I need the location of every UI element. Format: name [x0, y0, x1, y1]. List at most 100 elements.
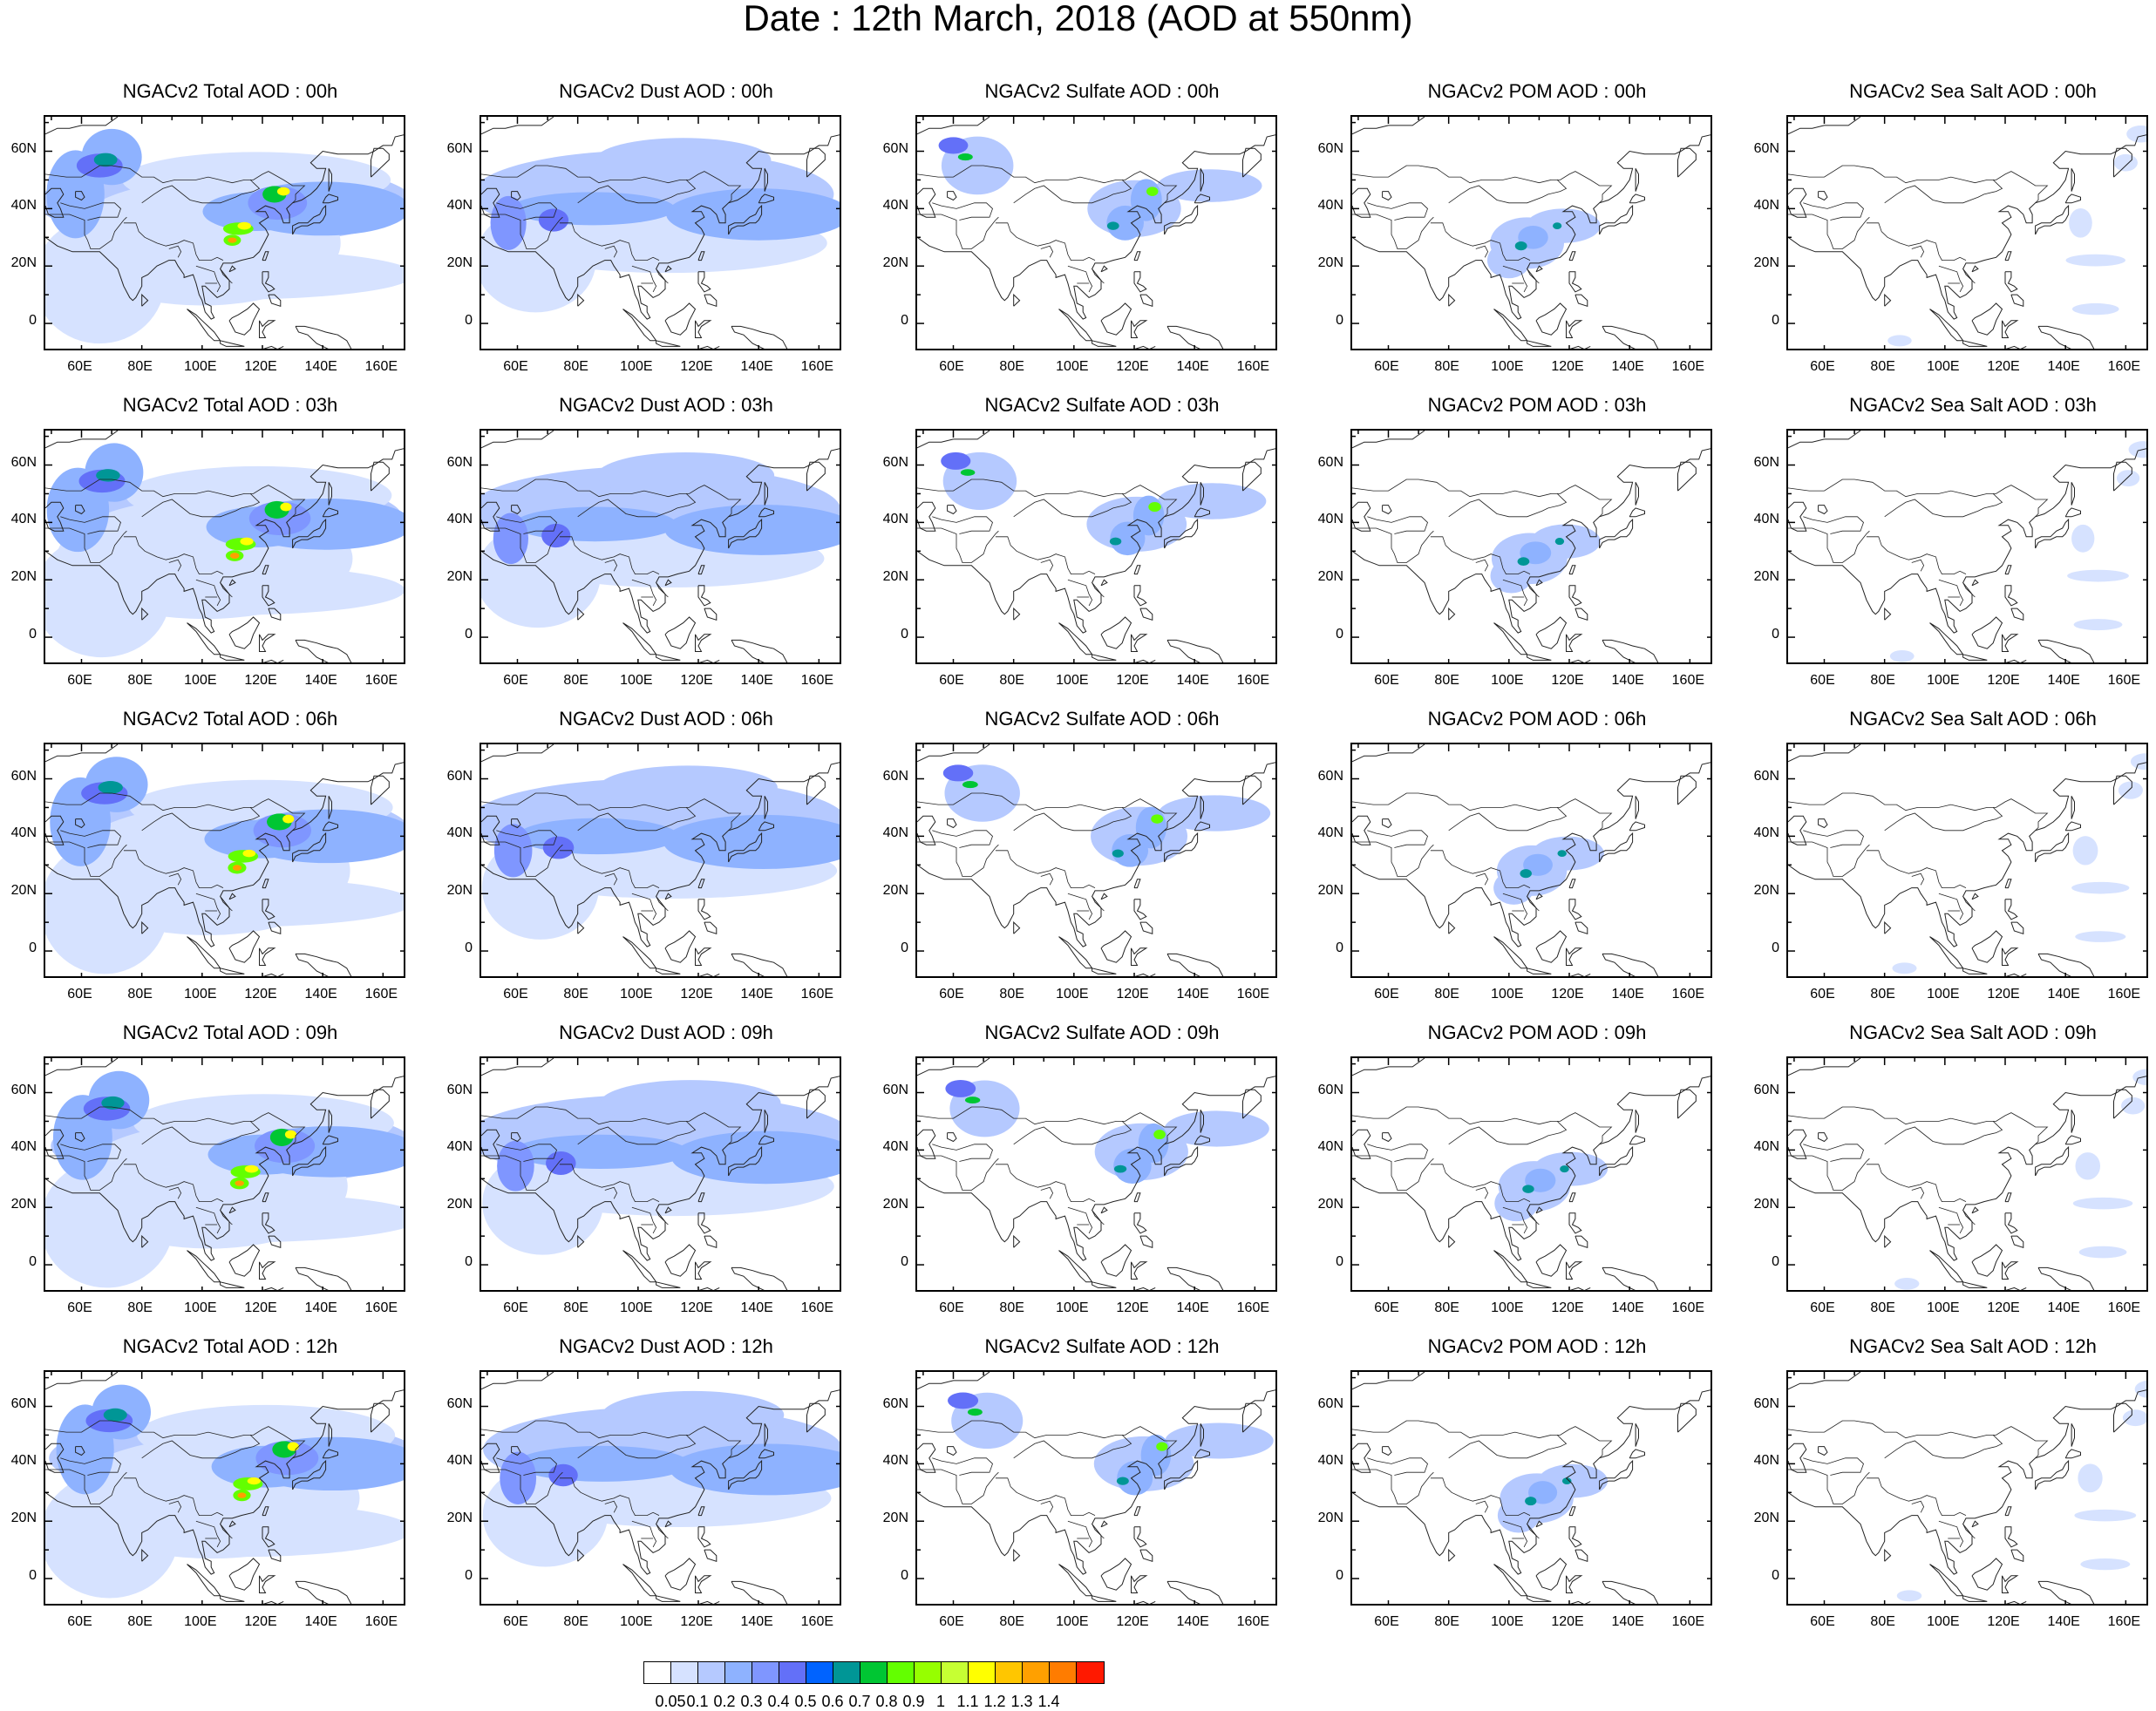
coastline: [656, 1281, 681, 1288]
aod-plume: [595, 138, 772, 182]
map-field: [1352, 1372, 1711, 1604]
coastline: [1602, 325, 1659, 349]
coastline: [1574, 1549, 1588, 1562]
aod-plume: [1158, 483, 1267, 519]
lon-tick-label: 60E: [503, 987, 528, 1001]
coastline: [1493, 1564, 1528, 1597]
coastline: [1566, 1261, 1583, 1280]
coastline: [481, 501, 500, 532]
coastline: [228, 265, 236, 273]
coastline: [1352, 744, 1425, 763]
panel-title: NGACv2 Total AOD : 06h: [122, 708, 338, 730]
coastline: [481, 1372, 554, 1390]
coastline: [1929, 1250, 1964, 1283]
lat-tick-label: 40N: [882, 1139, 908, 1155]
coastline: [1139, 1549, 1153, 1562]
lat-tick-label: 60N: [1753, 454, 1779, 470]
panel-title: NGACv2 Sea Salt AOD : 09h: [1849, 1022, 2097, 1043]
coastline: [1866, 1164, 1967, 1202]
lat-tick-label: 60N: [882, 768, 908, 784]
coastline: [1574, 608, 1588, 621]
coastline: [698, 659, 720, 662]
coastline: [1629, 1135, 1645, 1145]
lon-tick-label: 160E: [1236, 987, 1270, 1001]
coastline: [1367, 202, 1428, 221]
coastline: [2071, 1423, 2075, 1447]
lat-tick-label: 40N: [882, 1453, 908, 1469]
coastline: [45, 841, 127, 877]
aod-plume: [1553, 222, 1562, 229]
aod-plume: [512, 1134, 689, 1169]
coastline: [481, 187, 500, 218]
aod-plume: [229, 553, 240, 559]
lat-tick-label: 40N: [882, 825, 908, 841]
coastline: [1430, 536, 1531, 574]
coastline: [656, 896, 669, 912]
aod-map-seasalt: [1786, 743, 2148, 978]
lat-tick-label: 20N: [10, 1511, 37, 1526]
coastline: [995, 1477, 1096, 1516]
coastline: [695, 634, 712, 652]
panel-title: NGACv2 POM AOD : 12h: [1427, 1335, 1647, 1357]
coastline: [1100, 1244, 1132, 1277]
lat-tick-label: 60N: [1317, 768, 1343, 784]
lon-tick-label: 100E: [620, 673, 653, 688]
aod-plume: [98, 781, 123, 794]
coastline: [697, 1212, 711, 1234]
coastline: [2004, 1526, 2018, 1548]
coastline: [481, 1469, 563, 1504]
coastline: [1200, 482, 1204, 506]
panel-title: NGACv2 Sulfate AOD : 00h: [984, 80, 1220, 102]
coastline: [728, 204, 763, 235]
coastline: [187, 1250, 221, 1283]
coastline: [45, 187, 65, 218]
coastline: [1200, 168, 1204, 192]
coastline: [2037, 953, 2095, 976]
coastline: [806, 461, 826, 492]
coastline: [1568, 585, 1582, 607]
lon-tick-label: 80E: [1434, 987, 1459, 1001]
coastline: [631, 893, 657, 920]
coastline: [481, 448, 840, 634]
coastline: [1430, 1164, 1531, 1202]
lon-tick-label: 80E: [127, 1300, 153, 1315]
coastline: [1527, 1210, 1540, 1226]
coastline: [262, 251, 269, 261]
aod-map-sulfate: [915, 743, 1277, 978]
coastline: [1352, 841, 1434, 877]
coastline: [195, 893, 221, 920]
coastline: [1352, 448, 1711, 634]
coastline: [697, 585, 711, 607]
coastline: [45, 1389, 404, 1575]
coastline: [1131, 947, 1148, 966]
aod-plume: [1889, 649, 1915, 662]
coastline: [1352, 1076, 1711, 1261]
lat-tick-label: 0: [1772, 313, 1779, 329]
lon-tick-label: 100E: [1927, 359, 1960, 374]
aod-plume: [1132, 495, 1165, 536]
coastline: [2064, 1135, 2081, 1145]
coastline: [2037, 639, 2095, 662]
coastline: [195, 1520, 221, 1548]
aod-plume: [93, 153, 118, 167]
coastline: [481, 792, 742, 832]
colorbar-swatch: [1049, 1661, 1078, 1684]
coastline: [1527, 968, 1552, 974]
coastline: [1242, 147, 1262, 178]
coastline: [1040, 1186, 1054, 1199]
lat-tick-label: 40N: [882, 512, 908, 527]
coastline: [2035, 518, 2070, 549]
coastline: [1788, 527, 1870, 563]
colorbar-swatch: [752, 1661, 780, 1684]
coastline: [1134, 973, 1156, 976]
coastline: [60, 516, 121, 534]
coastline: [45, 1076, 404, 1261]
coastline: [731, 1266, 788, 1290]
coastline: [168, 872, 182, 886]
lon-tick-label: 80E: [1870, 987, 1895, 1001]
coastline: [262, 1192, 269, 1203]
lon-tick-label: 60E: [503, 1300, 528, 1315]
coastline: [1788, 1106, 2049, 1145]
coastline: [1013, 1548, 1021, 1562]
coastline: [1568, 1526, 1582, 1548]
